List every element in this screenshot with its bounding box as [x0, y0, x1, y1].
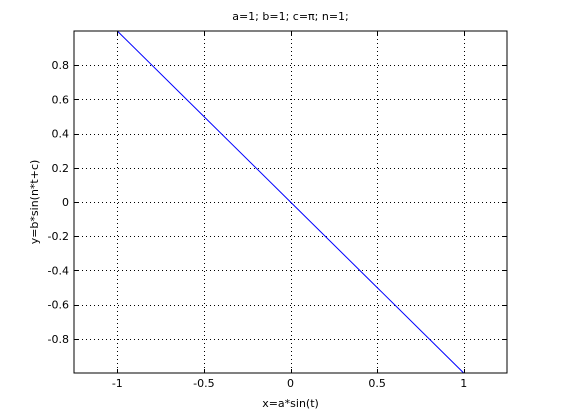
x-tick-label: -0.5	[193, 377, 214, 390]
y-tick-label: 0.2	[52, 162, 70, 175]
y-axis-label: y=b*sin(n*t+c)	[28, 160, 41, 245]
x-tick-label: 1	[460, 377, 467, 390]
chart-title: a=1; b=1; c=π; n=1;	[232, 10, 349, 23]
y-tick-label: -0.4	[48, 264, 69, 277]
y-tick-label: -0.2	[48, 230, 69, 243]
y-tick-label: 0.4	[52, 128, 70, 141]
y-tick-label: -0.8	[48, 333, 69, 346]
y-tick-label: -0.6	[48, 299, 69, 312]
y-tick-label: 0	[62, 196, 69, 209]
x-axis-label: x=a*sin(t)	[262, 397, 319, 410]
series-line	[116, 30, 465, 374]
y-tick-label: 0.6	[52, 93, 70, 106]
series-layer	[116, 30, 465, 374]
x-tick-label: -1	[112, 377, 123, 390]
x-tick-label: 0.5	[368, 377, 386, 390]
y-tick-label: 0.8	[52, 59, 70, 72]
x-tick-label: 0	[287, 377, 294, 390]
ticks: -1 -0.5 0 0.5 1 -0.8 -0.6 -0.4 -0.2 0 0.2 0.4 0.6 0.8	[48, 31, 507, 390]
grid	[74, 31, 507, 373]
